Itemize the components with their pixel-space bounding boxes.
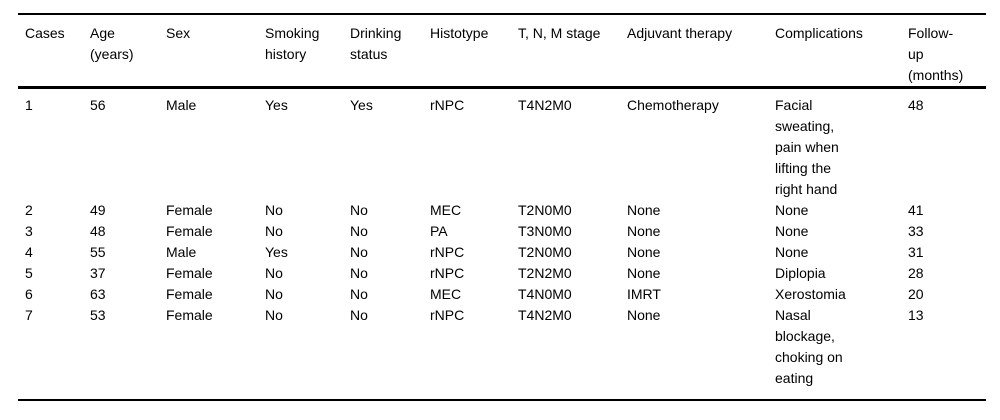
column-header-age: Age (years) (90, 14, 166, 89)
cell-histotype: rNPC (430, 307, 465, 323)
cell-sex: Female (166, 202, 213, 218)
cell-adjuvant: IMRT (627, 286, 661, 302)
cell-adjuvant: Chemotherapy (627, 97, 719, 113)
cell-tnm: T4N0M0 (518, 286, 572, 302)
cell-adjuvant: None (627, 307, 661, 323)
cell-drinking: No (350, 202, 368, 218)
cell-followup: 31 (908, 244, 924, 260)
cell-cases: 6 (25, 286, 33, 302)
cell-complications: None (775, 244, 809, 260)
cell-sex: Female (166, 286, 213, 302)
cell-cases: 7 (25, 307, 33, 323)
cell-followup: 28 (908, 265, 924, 281)
column-header-follow-up: Follow-up (months) (908, 14, 986, 89)
cell-drinking: Yes (350, 97, 373, 113)
cell-complications: Nasal blockage, choking on eating (775, 307, 843, 386)
cell-age: 48 (90, 223, 106, 239)
cell-tnm: T2N0M0 (518, 244, 572, 260)
patient-cases-table: Cases Age (years) Sex Smoking history Dr… (18, 13, 986, 401)
table-row: 4 55 Male Yes No rNPC T2N0M0 None None 3… (18, 242, 986, 263)
column-header-complications: Complications (775, 14, 908, 89)
table-row: 2 49 Female No No MEC T2N0M0 None None 4… (18, 200, 986, 221)
cell-adjuvant: None (627, 244, 661, 260)
cell-drinking: No (350, 223, 368, 239)
cell-followup: 33 (908, 223, 924, 239)
cell-drinking: No (350, 286, 368, 302)
cell-complications: Diplopia (775, 265, 826, 281)
cell-followup: 13 (908, 307, 924, 323)
cell-adjuvant: None (627, 265, 661, 281)
cell-drinking: No (350, 307, 368, 323)
cell-smoking: Yes (265, 244, 288, 260)
cell-tnm: T2N0M0 (518, 202, 572, 218)
cell-tnm: T4N2M0 (518, 307, 572, 323)
column-header-smoking-history: Smoking history (265, 14, 350, 89)
column-header-cases: Cases (18, 14, 90, 89)
cell-age: 37 (90, 265, 106, 281)
cell-smoking: No (265, 223, 283, 239)
cell-tnm: T4N2M0 (518, 97, 572, 113)
cell-followup: 48 (908, 97, 924, 113)
cell-sex: Female (166, 265, 213, 281)
column-header-drinking-status: Drinking status (350, 14, 430, 89)
cell-adjuvant: None (627, 223, 661, 239)
table-row: 1 56 Male Yes Yes rNPC T4N2M0 Chemothera… (18, 88, 986, 201)
cell-sex: Male (166, 244, 197, 260)
table-row: 7 53 Female No No rNPC T4N2M0 None Nasal… (18, 305, 986, 400)
cell-histotype: rNPC (430, 244, 465, 260)
cell-complications: Facial sweating, pain when lifting the r… (775, 97, 839, 197)
cell-sex: Female (166, 223, 213, 239)
cell-smoking: Yes (265, 97, 288, 113)
cell-histotype: rNPC (430, 97, 465, 113)
cell-histotype: rNPC (430, 265, 465, 281)
cell-cases: 4 (25, 244, 33, 260)
cell-complications: None (775, 223, 809, 239)
cell-complications: Xerostomia (775, 286, 846, 302)
cell-age: 53 (90, 307, 106, 323)
column-header-tnm-stage: T, N, M stage (518, 14, 627, 89)
cell-cases: 2 (25, 202, 33, 218)
cell-tnm: T3N0M0 (518, 223, 572, 239)
cell-cases: 3 (25, 223, 33, 239)
cell-tnm: T2N2M0 (518, 265, 572, 281)
table-row: 5 37 Female No No rNPC T2N2M0 None Diplo… (18, 263, 986, 284)
column-header-sex: Sex (166, 14, 265, 89)
cell-drinking: No (350, 244, 368, 260)
cell-age: 63 (90, 286, 106, 302)
header-row: Cases Age (years) Sex Smoking history Dr… (18, 14, 986, 89)
cell-adjuvant: None (627, 202, 661, 218)
cell-smoking: No (265, 286, 283, 302)
cell-smoking: No (265, 307, 283, 323)
cell-smoking: No (265, 265, 283, 281)
cell-age: 56 (90, 97, 106, 113)
cell-smoking: No (265, 202, 283, 218)
cell-complications: None (775, 202, 809, 218)
cell-age: 49 (90, 202, 106, 218)
cell-followup: 20 (908, 286, 924, 302)
cell-drinking: No (350, 265, 368, 281)
cell-sex: Female (166, 307, 213, 323)
column-header-histotype: Histotype (430, 14, 518, 89)
table-row: 6 63 Female No No MEC T4N0M0 IMRT Xerost… (18, 284, 986, 305)
cell-histotype: MEC (430, 286, 462, 302)
cell-cases: 5 (25, 265, 33, 281)
column-header-adjuvant-therapy: Adjuvant therapy (627, 14, 775, 89)
cell-histotype: MEC (430, 202, 462, 218)
cell-cases: 1 (25, 97, 33, 113)
cell-followup: 41 (908, 202, 924, 218)
cell-age: 55 (90, 244, 106, 260)
table-row: 3 48 Female No No PA T3N0M0 None None 33 (18, 221, 986, 242)
cell-histotype: PA (430, 223, 448, 239)
cell-sex: Male (166, 97, 197, 113)
